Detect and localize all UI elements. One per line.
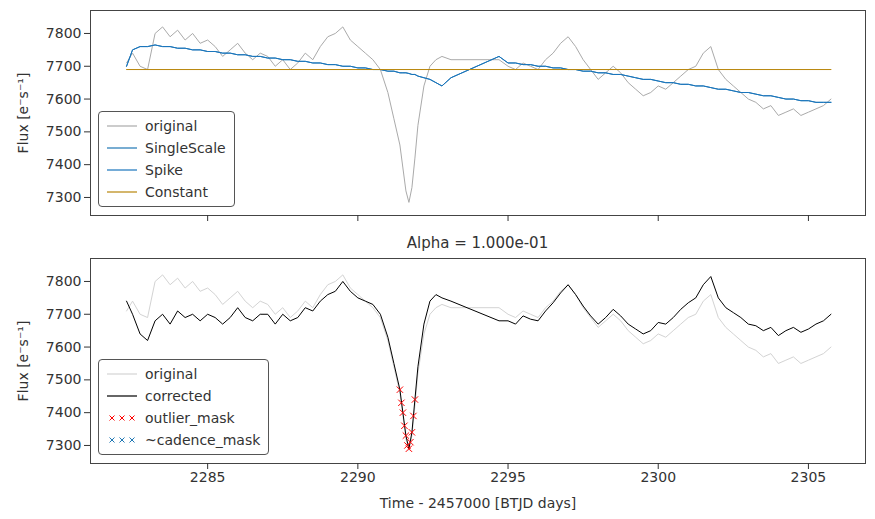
svg-text:7400: 7400 [46,156,82,172]
html-text:original: original [145,366,198,382]
svg-text:7700: 7700 [46,306,82,322]
svg-text:7500: 7500 [46,371,82,387]
html-text:original: original [145,118,198,134]
svg-text:2290: 2290 [340,469,376,485]
svg-text:7700: 7700 [46,58,82,74]
html-text:Spike: Spike [145,162,183,178]
html-text:Constant: Constant [145,184,208,200]
svg-text:2295: 2295 [490,469,526,485]
svg-text:7600: 7600 [46,91,82,107]
svg-text:7300: 7300 [46,189,82,205]
svg-text:Time - 2457000 [BTJD days]: Time - 2457000 [BTJD days] [379,495,577,511]
svg-text:7800: 7800 [46,273,82,289]
html-text:~cadence_mask: ~cadence_mask [145,432,261,448]
html-text:corrected: corrected [145,388,212,404]
svg-text:2285: 2285 [190,469,226,485]
svg-text:7300: 7300 [46,437,82,453]
svg-text:7800: 7800 [46,25,82,41]
html-text:SingleScale: SingleScale [145,140,226,156]
svg-text:2305: 2305 [791,469,827,485]
svg-text:2300: 2300 [640,469,676,485]
svg-text:Flux [e⁻s⁻¹]: Flux [e⁻s⁻¹] [15,321,31,402]
svg-text:7400: 7400 [46,404,82,420]
svg-text:7500: 7500 [46,123,82,139]
html-text:outlier_mask: outlier_mask [145,410,235,426]
svg-text:Flux [e⁻s⁻¹]: Flux [e⁻s⁻¹] [15,73,31,154]
html-text:Alpha = 1.000e-01: Alpha = 1.000e-01 [406,234,549,252]
svg-text:7600: 7600 [46,339,82,355]
